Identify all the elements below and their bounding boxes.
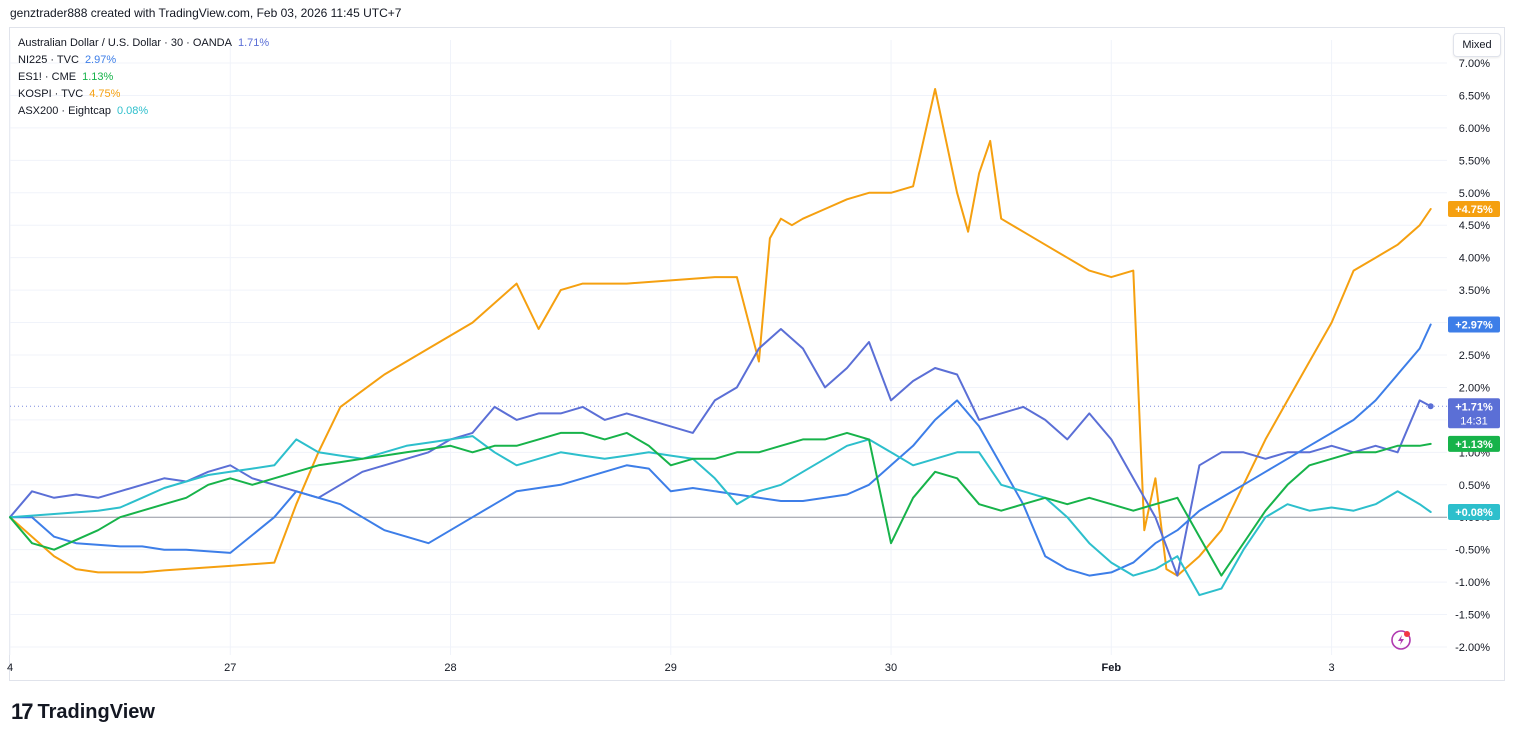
legend-symbol: KOSPI · TVC [18, 88, 84, 100]
y-tick-label: 4.00% [1459, 253, 1490, 265]
price-label-badge [1448, 201, 1500, 217]
series-line [9, 328, 1432, 577]
legend-value: 2.97% [84, 54, 117, 66]
legend-item-audusd[interactable]: Australian Dollar / U.S. Dollar · 30 · O… [18, 35, 269, 52]
price-label-text: +1.13% [1455, 439, 1493, 451]
legend-item-es1[interactable]: ES1! · CME 1.13% [18, 69, 269, 86]
x-tick-label: 4 [7, 662, 13, 674]
zero-line [10, 405, 1447, 518]
legend-symbol: NI225 · TVC [18, 54, 79, 66]
y-tick-label: -1.00% [1455, 577, 1490, 589]
x-tick-label: Feb [1102, 662, 1122, 674]
tradingview-mark-icon: 17 [11, 699, 34, 724]
series-line [9, 323, 1432, 577]
series-line [9, 435, 1432, 597]
scale-mode-button[interactable]: Mixed [1453, 33, 1501, 57]
y-tick-label: 6.00% [1459, 123, 1490, 135]
series-line [9, 431, 1432, 577]
y-tick-label: 3.50% [1459, 285, 1490, 297]
legend-symbol: ASX200 · Eightcap [18, 105, 111, 117]
y-tick-label: 5.00% [1459, 188, 1490, 200]
y-axis-ticks: 7.00% 6.50% 6.00% 5.50% 5.00% 4.50% 4.00% 3.50%… [1455, 58, 1490, 654]
legend-item-asx200[interactable]: ASX200 · Eightcap 0.08% [18, 103, 269, 120]
price-label-text: +1.71% [1455, 401, 1493, 413]
grid-lines [9, 40, 1447, 655]
legend: Australian Dollar / U.S. Dollar · 30 · O… [18, 35, 269, 120]
y-tick-label: 6.50% [1459, 90, 1490, 102]
x-tick-label: 29 [665, 662, 677, 674]
legend-symbol: Australian Dollar / U.S. Dollar · 30 · O… [18, 37, 232, 49]
legend-item-kospi[interactable]: KOSPI · TVC 4.75% [18, 86, 269, 103]
y-tick-label: 4.50% [1459, 220, 1490, 232]
price-label-text: +0.08% [1455, 507, 1493, 519]
series-layer [9, 88, 1434, 597]
x-tick-label: 28 [444, 662, 456, 674]
y-tick-label: -2.00% [1455, 642, 1490, 654]
legend-value: 4.75% [89, 88, 121, 100]
tradingview-logo[interactable]: 17 TradingView [11, 699, 155, 725]
price-label-text: +4.75% [1455, 204, 1493, 216]
snapshot-icon [1391, 630, 1411, 650]
y-tick-label: -1.50% [1455, 610, 1490, 622]
x-tick-label: 3 [1329, 662, 1335, 674]
y-tick-label: 5.50% [1459, 155, 1490, 167]
legend-item-ni225[interactable]: NI225 · TVC 2.97% [18, 52, 269, 69]
attribution-text: genztrader888 created with TradingView.c… [10, 6, 402, 20]
price-label-badge [1448, 398, 1500, 429]
x-axis-ticks: 4 27 28 29 30 Feb 3 [7, 662, 1335, 674]
x-tick-label: 30 [885, 662, 897, 674]
legend-symbol: ES1! · CME [18, 71, 77, 83]
price-label-time: 14:31 [1460, 415, 1488, 427]
price-label-badge [1448, 435, 1500, 452]
y-tick-label: 7.00% [1459, 58, 1490, 70]
brand-name: TradingView [37, 700, 155, 723]
y-tick-label: 2.50% [1459, 350, 1490, 362]
x-tick-label: 27 [224, 662, 236, 674]
price-labels: +4.75% +2.97% +1.71% 14:31 +1.13% +0.08% [1448, 201, 1500, 521]
price-label-badge [1448, 504, 1500, 521]
y-tick-label: -0.50% [1455, 545, 1490, 557]
legend-value: 1.71% [237, 37, 270, 49]
series-line [9, 88, 1432, 577]
price-label-text: +2.97% [1455, 320, 1493, 332]
last-value-dot [1427, 403, 1434, 410]
price-label-badge [1448, 316, 1500, 333]
legend-value: 1.13% [82, 71, 114, 83]
y-tick-label: 2.00% [1459, 382, 1490, 394]
legend-value: 0.08% [116, 105, 149, 117]
y-tick-label: 0.50% [1459, 480, 1490, 492]
